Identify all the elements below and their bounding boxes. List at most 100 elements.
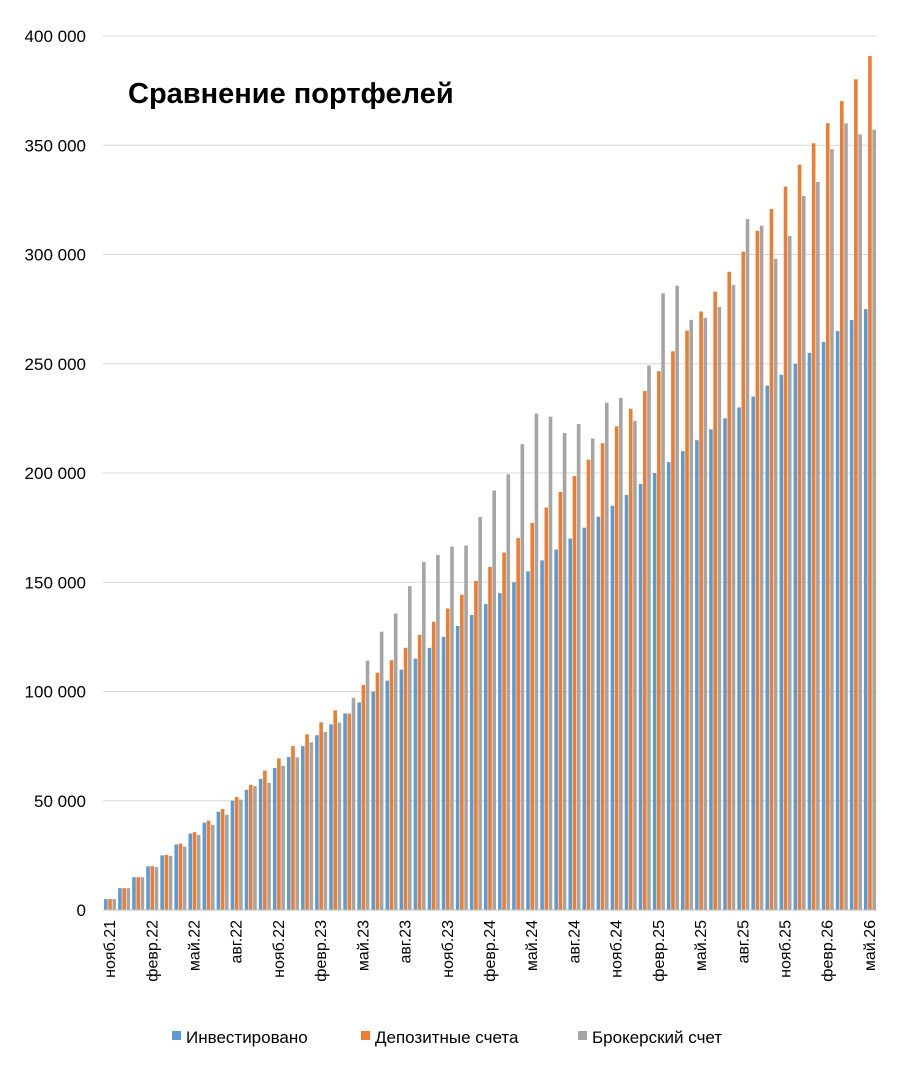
bar-2 <box>657 371 661 910</box>
bar-3 <box>548 416 553 910</box>
bar-1 <box>118 888 122 910</box>
bar-3 <box>295 757 299 910</box>
bar-1 <box>385 680 390 910</box>
bar-2 <box>530 523 535 910</box>
bar-3 <box>844 123 848 910</box>
bar-1 <box>849 320 854 910</box>
bar-3 <box>773 258 778 910</box>
bar-1 <box>681 451 685 910</box>
bar-3 <box>619 397 623 911</box>
bar-3 <box>112 899 117 910</box>
x-tick-label: февр.22 <box>144 920 161 982</box>
bar-2 <box>558 492 563 910</box>
legend-label: Депозитные счета <box>375 1028 519 1047</box>
bar-2 <box>783 186 788 911</box>
bar-3 <box>464 545 468 910</box>
bar-2 <box>544 507 549 910</box>
bar-3 <box>450 546 454 910</box>
bar-3 <box>422 562 426 910</box>
y-tick-label: 400 000 <box>25 27 86 46</box>
bar-1 <box>638 483 643 910</box>
x-tick-label: авг.24 <box>566 920 583 964</box>
bar-1 <box>399 669 404 910</box>
bar-3 <box>830 149 834 910</box>
bar-3 <box>168 855 173 910</box>
bar-2 <box>460 594 464 910</box>
x-tick-label: нояб.22 <box>271 920 288 978</box>
bar-1 <box>540 560 544 910</box>
bar-1 <box>132 877 136 910</box>
bar-2 <box>572 476 577 910</box>
legend-swatch <box>578 1031 587 1040</box>
bar-2 <box>178 843 183 910</box>
x-tick-label: май.23 <box>355 920 372 971</box>
bar-3 <box>182 846 187 910</box>
bar-2 <box>713 291 717 910</box>
y-tick-label: 300 000 <box>25 246 86 265</box>
bar-2 <box>220 809 225 910</box>
bar-2 <box>164 854 169 910</box>
x-axis-ticks: нояб.21 февр.22 май.22 авг.22 нояб.22 февр.23… <box>102 920 879 982</box>
bar-2 <box>840 101 844 911</box>
legend-swatch <box>172 1031 181 1040</box>
x-tick-label: авг.23 <box>398 920 415 964</box>
bar-2 <box>445 608 450 910</box>
bar-1 <box>441 636 446 911</box>
y-tick-label: 50 000 <box>34 792 86 811</box>
bar-3 <box>562 433 567 910</box>
bar-1 <box>216 811 221 910</box>
bar-2 <box>305 734 309 910</box>
bar-1 <box>174 844 178 910</box>
x-tick-label: нояб.21 <box>102 920 119 978</box>
bar-2 <box>150 866 155 910</box>
bar-2 <box>671 351 675 910</box>
bar-3 <box>633 420 637 910</box>
bar-1 <box>582 527 587 911</box>
bar-1 <box>258 778 263 910</box>
bar-3 <box>604 402 609 910</box>
bar-2 <box>248 784 253 910</box>
bar-2 <box>600 443 605 910</box>
bar-1 <box>695 440 699 910</box>
bar-2 <box>234 797 239 910</box>
bar-3 <box>787 235 792 910</box>
x-tick-label: нояб.23 <box>440 920 457 978</box>
bar-3 <box>675 285 679 910</box>
bar-3 <box>647 365 651 910</box>
bar-1 <box>146 866 150 910</box>
y-tick-label: 350 000 <box>25 136 86 155</box>
x-tick-label: февр.25 <box>651 920 668 982</box>
bar-3 <box>323 731 328 910</box>
x-tick-label: май.25 <box>693 920 710 971</box>
chart-title: Сравнение портфелей <box>128 78 454 110</box>
bar-2 <box>699 311 703 910</box>
x-tick-label: февр.24 <box>482 920 499 982</box>
bar-1 <box>526 571 530 910</box>
bar-3 <box>365 660 370 910</box>
bar-3 <box>520 444 525 910</box>
bar-3 <box>802 195 806 910</box>
bar-3 <box>703 317 708 910</box>
bar-3 <box>210 824 215 910</box>
bar-3 <box>351 697 356 910</box>
bar-1 <box>765 385 770 911</box>
bar-3 <box>126 888 131 910</box>
y-tick-label: 150 000 <box>25 573 86 592</box>
bar-1 <box>709 429 713 910</box>
bar-2 <box>403 647 408 910</box>
bar-1 <box>835 330 840 911</box>
y-axis-ticks: 0 50 000 100 000 150 000 200 000 250 000 300 0… <box>25 27 86 920</box>
legend: Инвестировано Депозитные счета Брокерский … <box>172 1028 722 1047</box>
bar-1 <box>244 789 249 910</box>
bar-2 <box>206 820 211 910</box>
bar-3 <box>506 474 511 910</box>
x-tick-label: нояб.25 <box>778 920 795 978</box>
bar-2 <box>277 758 281 910</box>
bar-3 <box>816 181 820 910</box>
bar-2 <box>431 621 436 910</box>
bar-2 <box>263 770 267 910</box>
bar-2 <box>361 684 366 910</box>
x-tick-label: май.22 <box>186 920 203 971</box>
bar-1 <box>202 822 207 910</box>
